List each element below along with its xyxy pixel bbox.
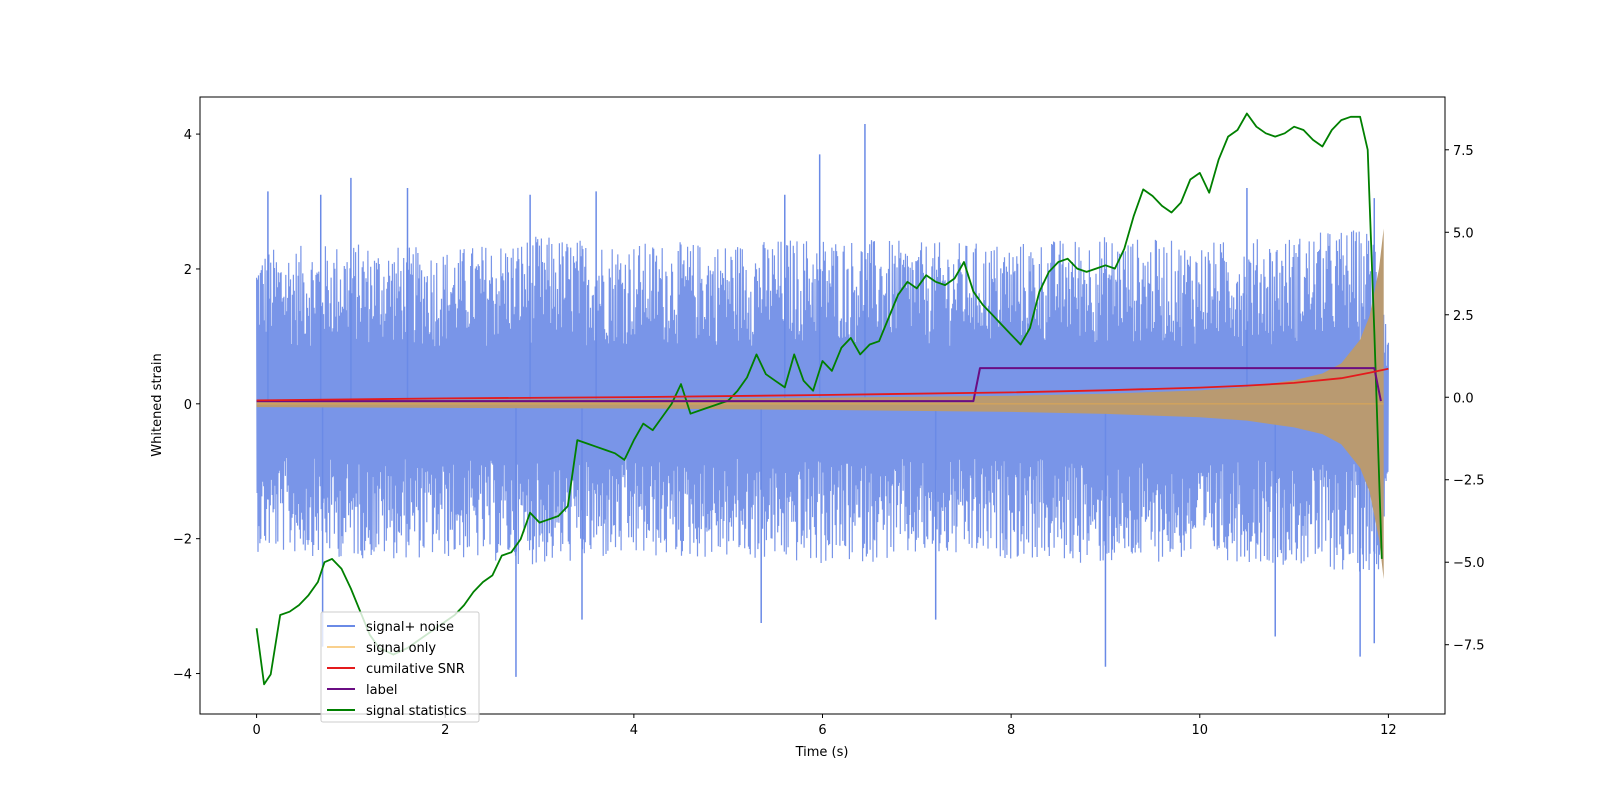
x-axis-label: Time (s) <box>795 745 849 760</box>
y-tick-label: −2 <box>173 533 192 548</box>
y-axis-ticks: −4 −2 0 2 4 <box>173 128 200 682</box>
y-right-tick-label: 2.5 <box>1453 309 1474 324</box>
x-tick-label: 2 <box>441 723 449 738</box>
y-right-axis-ticks: −7.5 −5.0 −2.5 0.0 2.5 5.0 7.5 <box>1445 144 1485 654</box>
legend-label: signal+ noise <box>366 620 454 635</box>
y-right-tick-label: −5.0 <box>1453 556 1485 571</box>
y-tick-label: 0 <box>184 398 192 413</box>
y-right-tick-label: 0.0 <box>1453 391 1474 406</box>
y-tick-label: 2 <box>184 263 192 278</box>
legend-label: cumilative SNR <box>366 662 465 677</box>
legend: signal+ noise signal only cumilative SNR la… <box>321 612 479 722</box>
y-tick-label: 4 <box>184 128 192 143</box>
y-right-tick-label: 7.5 <box>1453 144 1474 159</box>
legend-label: signal statistics <box>366 704 467 719</box>
y-right-tick-label: 5.0 <box>1453 226 1474 241</box>
y-axis-label: Whitened strain <box>150 353 165 456</box>
x-tick-label: 10 <box>1191 723 1208 738</box>
y-right-tick-label: −7.5 <box>1453 639 1485 654</box>
x-tick-label: 12 <box>1380 723 1397 738</box>
legend-label: label <box>366 683 397 698</box>
y-right-tick-label: −2.5 <box>1453 474 1485 489</box>
x-tick-label: 4 <box>630 723 638 738</box>
x-tick-label: 8 <box>1007 723 1015 738</box>
x-tick-label: 0 <box>252 723 260 738</box>
y-tick-label: −4 <box>173 668 192 683</box>
x-tick-label: 6 <box>818 723 826 738</box>
legend-label: signal only <box>366 641 436 656</box>
